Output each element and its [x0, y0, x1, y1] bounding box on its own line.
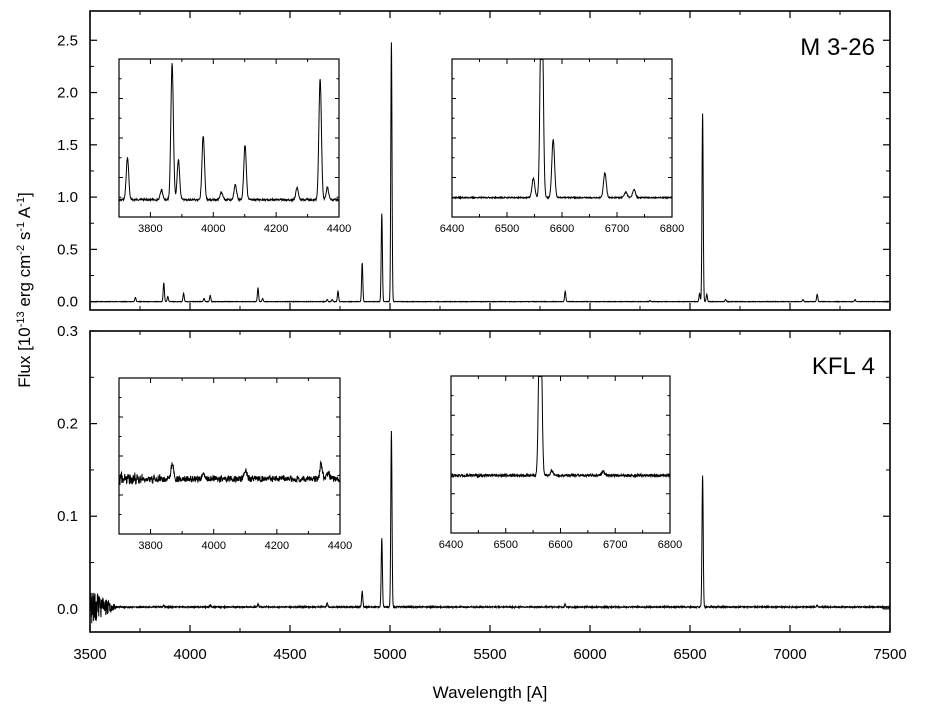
x-tick-label: 5500: [473, 646, 506, 663]
inset-x-tick-label: 4200: [264, 223, 288, 235]
top-panel-label: M 3-26: [800, 34, 875, 61]
x-tick-label: 5000: [373, 646, 406, 663]
top-inset-red: 6400 6500 6600 6700 6800: [440, 58, 684, 235]
bottom-inset-red: 6400 6500 6600 6700 6800: [439, 375, 682, 551]
x-tick-label: 4500: [273, 646, 306, 663]
y-tick-label: 0.0: [57, 601, 78, 618]
inset-x-tick-label: 4400: [328, 540, 352, 552]
m3-26-inset-red-line: [451, 59, 673, 200]
inset-x-tick-label: 6500: [495, 223, 519, 235]
m3-26-spectrum-line: [89, 42, 891, 303]
y-tick-label: 0.3: [57, 323, 78, 340]
y-tick-label: 0.2: [57, 416, 78, 433]
inset-x-tick-label: 6600: [550, 223, 574, 235]
y-tick-label: 1.5: [57, 137, 78, 154]
y-tick-label: 2.5: [57, 32, 78, 49]
top-inset-blue: 3800 4000 4200 4400: [118, 58, 351, 235]
x-tick-label: 7000: [773, 646, 806, 663]
y-axis-title: Flux [10-13 erg cm-2 s-1 A-1]: [15, 192, 34, 388]
inset-x-tick-label: 6400: [440, 223, 464, 235]
inset-x-tick-label: 4000: [201, 223, 225, 235]
x-axis-title: Wavelength [A]: [433, 683, 548, 702]
y-tick-label: 2.0: [57, 85, 78, 102]
x-tick-label: 6000: [573, 646, 606, 663]
bottom-inset-blue: 3800 4000 4200 4400: [118, 377, 352, 552]
bottom-panel-label: KFL 4: [812, 353, 875, 380]
inset-x-tick-label: 6400: [439, 539, 463, 551]
inset-x-tick-label: 6500: [494, 539, 518, 551]
x-tick-label: 7500: [873, 646, 906, 663]
kfl4-inset-blue-line: [118, 460, 341, 485]
inset-x-tick-label: 6600: [548, 539, 572, 551]
inset-x-tick-label: 3800: [138, 540, 162, 552]
kfl4-spectrum-line: [89, 430, 891, 624]
x-tick-label: 4000: [173, 646, 206, 663]
inset-x-tick-label: 6800: [658, 539, 682, 551]
top-panel: 0.0 0.5 1.0 1.5 2.0 2.5 M 3-26 3800 4000 4200 44…: [57, 10, 891, 311]
inset-x-tick-label: 3800: [138, 223, 162, 235]
inset-x-tick-label: 4400: [327, 223, 351, 235]
bottom-panel-ticks: 3500 4000 4500 5000 5500 6000 6500 7000 7500 0.0 0…: [57, 323, 907, 663]
inset-x-tick-label: 6700: [605, 223, 629, 235]
y-tick-label: 0.5: [57, 241, 78, 258]
kfl4-inset-red-line: [450, 376, 671, 479]
x-tick-label: 6500: [673, 646, 706, 663]
inset-x-tick-label: 4200: [265, 540, 289, 552]
y-tick-label: 1.0: [57, 189, 78, 206]
bottom-panel: 3500 4000 4500 5000 5500 6000 6500 7000 7500 0.0 0…: [57, 323, 907, 663]
inset-x-tick-label: 4000: [201, 540, 225, 552]
top-panel-ticks: 0.0 0.5 1.0 1.5 2.0 2.5: [57, 11, 891, 311]
inset-x-tick-label: 6800: [660, 223, 684, 235]
y-tick-label: 0.0: [57, 294, 78, 311]
y-tick-label: 0.1: [57, 508, 78, 525]
x-tick-label: 3500: [73, 646, 106, 663]
m3-26-inset-blue-line: [118, 63, 340, 203]
inset-x-tick-label: 6700: [603, 539, 627, 551]
